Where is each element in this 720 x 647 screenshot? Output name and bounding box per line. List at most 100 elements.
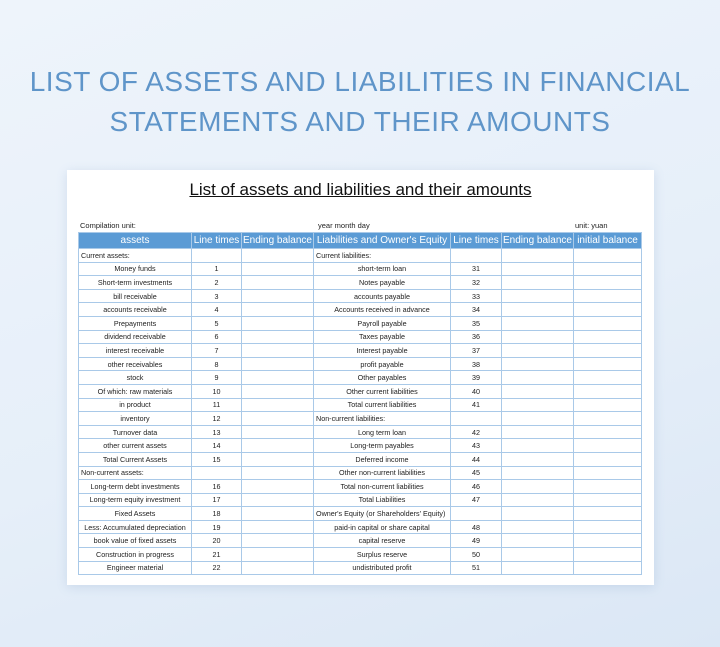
table-cell bbox=[241, 370, 314, 385]
table-cell: 16 bbox=[191, 479, 242, 494]
table-cell bbox=[501, 547, 574, 562]
table-cell bbox=[573, 288, 642, 304]
table-cell: Total non-current liabilities bbox=[313, 479, 451, 494]
table-cell: Short-term investments bbox=[78, 275, 192, 290]
table-cell: 39 bbox=[450, 370, 502, 385]
table-cell bbox=[501, 397, 574, 413]
table-cell: Turnover data bbox=[78, 424, 192, 440]
table-cell: Prepayments bbox=[78, 315, 192, 331]
table-cell bbox=[241, 506, 314, 521]
table-row: other receivables 8 profit payable 38 bbox=[78, 356, 642, 372]
table-cell: 34 bbox=[450, 302, 502, 317]
table-cell: Accounts received in advance bbox=[313, 302, 451, 317]
table-cell: in product bbox=[78, 397, 192, 413]
table-cell: Of which: raw materials bbox=[78, 383, 192, 399]
table-cell: 18 bbox=[191, 506, 242, 521]
table-cell bbox=[241, 560, 314, 576]
table-cell: Taxes payable bbox=[313, 329, 451, 345]
table-cell bbox=[241, 343, 314, 358]
table-cell bbox=[241, 465, 314, 481]
table-cell bbox=[573, 506, 642, 521]
table-cell: Money funds bbox=[78, 261, 192, 277]
table-cell bbox=[241, 424, 314, 440]
table-cell bbox=[241, 533, 314, 549]
table-cell: 11 bbox=[191, 397, 242, 413]
table-cell: interest receivable bbox=[78, 343, 192, 358]
table-row: in product 11 Total current liabilities 41 bbox=[78, 397, 642, 413]
sheet-card: List of assets and liabilities and their… bbox=[67, 170, 654, 585]
table-cell: Long-term equity investment bbox=[78, 492, 192, 508]
table-row: stock 9 Other payables 39 bbox=[78, 370, 642, 385]
table-cell bbox=[501, 329, 574, 345]
table-cell: 41 bbox=[450, 397, 502, 413]
table-cell bbox=[501, 424, 574, 440]
table-cell: capital reserve bbox=[313, 533, 451, 549]
column-header: Line times bbox=[450, 232, 502, 249]
table-cell: Total Liabilities bbox=[313, 492, 451, 508]
table-row: Non-current assets: Other non-current lia… bbox=[78, 465, 642, 481]
table-cell bbox=[501, 451, 574, 467]
balance-table: assets Line times Ending balance Liabilitie… bbox=[78, 232, 642, 576]
table-cell: profit payable bbox=[313, 356, 451, 372]
table-cell: 46 bbox=[450, 479, 502, 494]
table-cell: 20 bbox=[191, 533, 242, 549]
table-cell bbox=[501, 438, 574, 453]
table-cell: Construction in progress bbox=[78, 547, 192, 562]
date-label: year month day bbox=[318, 221, 370, 230]
table-cell: Total current liabilities bbox=[313, 397, 451, 413]
table-cell: undistributed profit bbox=[313, 560, 451, 576]
table-cell: 44 bbox=[450, 451, 502, 467]
table-row: bill receivable 3 accounts payable 33 bbox=[78, 288, 642, 304]
table-cell bbox=[501, 383, 574, 399]
table-cell bbox=[573, 492, 642, 508]
table-cell bbox=[573, 560, 642, 576]
table-cell bbox=[241, 492, 314, 508]
table-cell: Non-current assets: bbox=[78, 465, 192, 481]
table-cell bbox=[573, 533, 642, 549]
table-cell: other receivables bbox=[78, 356, 192, 372]
table-cell bbox=[573, 547, 642, 562]
table-row: Short-term investments 2 Notes payable 32 bbox=[78, 275, 642, 290]
table-cell bbox=[501, 370, 574, 385]
table-cell bbox=[501, 492, 574, 508]
table-cell: 45 bbox=[450, 465, 502, 481]
table-cell bbox=[573, 370, 642, 385]
table-cell: 50 bbox=[450, 547, 502, 562]
table-cell: 15 bbox=[191, 451, 242, 467]
table-cell: 12 bbox=[191, 411, 242, 426]
column-header: initial balance bbox=[573, 232, 642, 249]
table-cell bbox=[241, 248, 314, 263]
page-title: LIST OF ASSETS AND LIABILITIES IN FINANC… bbox=[0, 62, 720, 142]
table-cell bbox=[573, 397, 642, 413]
table-cell: Notes payable bbox=[313, 275, 451, 290]
table-cell bbox=[573, 356, 642, 372]
table-row: other current assets 14 Long-term payables… bbox=[78, 438, 642, 453]
sheet-title: List of assets and liabilities and their… bbox=[67, 180, 654, 200]
table-cell bbox=[573, 411, 642, 426]
table-cell bbox=[501, 533, 574, 549]
table-cell bbox=[573, 315, 642, 331]
column-header: Ending balance bbox=[501, 232, 574, 249]
table-cell bbox=[241, 383, 314, 399]
column-header: assets bbox=[78, 232, 192, 249]
table-cell: 32 bbox=[450, 275, 502, 290]
table-cell bbox=[501, 315, 574, 331]
table-cell: 3 bbox=[191, 288, 242, 304]
table-cell bbox=[573, 261, 642, 277]
table-cell bbox=[241, 288, 314, 304]
table-row: Total Current Assets 15 Deferred income 44 bbox=[78, 451, 642, 467]
table-cell bbox=[241, 519, 314, 535]
table-cell: inventory bbox=[78, 411, 192, 426]
table-cell: Fixed Assets bbox=[78, 506, 192, 521]
table-cell: other current assets bbox=[78, 438, 192, 453]
table-row: interest receivable 7 Interest payable 37 bbox=[78, 343, 642, 358]
table-cell bbox=[501, 302, 574, 317]
table-cell bbox=[241, 302, 314, 317]
table-cell: Long term loan bbox=[313, 424, 451, 440]
table-cell: Long-term payables bbox=[313, 438, 451, 453]
table-row: accounts receivable 4 Accounts received in… bbox=[78, 302, 642, 317]
table-row: Construction in progress 21 Surplus reserv… bbox=[78, 547, 642, 562]
table-row: Long-term equity investment 17 Total Liabi… bbox=[78, 492, 642, 508]
table-row: book value of fixed assets 20 capital rese… bbox=[78, 533, 642, 549]
table-cell bbox=[241, 261, 314, 277]
